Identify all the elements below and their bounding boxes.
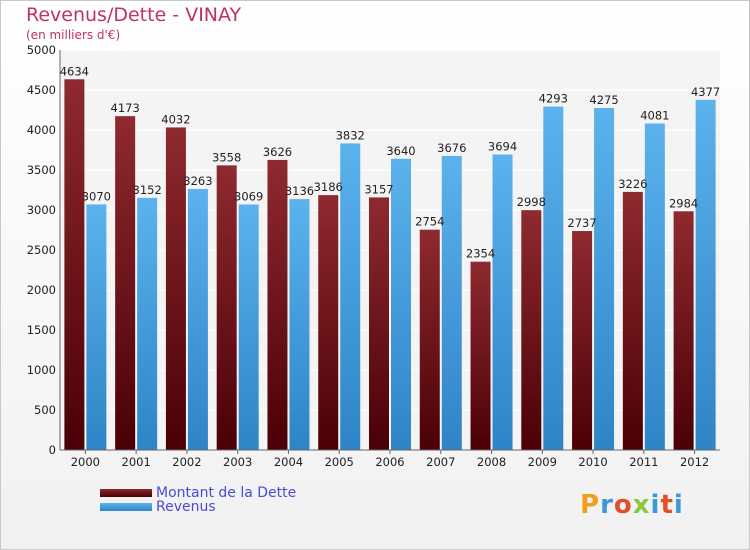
- x-tick-label: 2012: [680, 455, 709, 469]
- data-label-debt: 3157: [364, 182, 393, 196]
- y-tick-label: 0: [49, 443, 56, 457]
- x-tick-label: 2009: [528, 455, 557, 469]
- logo-letter: i: [673, 490, 684, 520]
- legend-item-debt: Montant de la Dette: [100, 485, 297, 501]
- data-label-revenus: 4377: [691, 85, 720, 99]
- data-label-debt: 4032: [161, 112, 190, 126]
- bar-revenus: [289, 199, 310, 450]
- y-tick-label: 1000: [27, 363, 56, 377]
- chart-title: Revenus/Dette - VINAY: [26, 4, 242, 26]
- x-tick-label: 2000: [71, 455, 100, 469]
- y-tick-label: 1500: [27, 323, 56, 337]
- y-tick-label: 3500: [27, 163, 56, 177]
- bar-debt: [622, 191, 643, 451]
- bar-revenus: [594, 108, 615, 450]
- x-tick-label: 2008: [477, 455, 506, 469]
- x-tick-label: 2003: [223, 455, 252, 469]
- y-tick-label: 3000: [27, 203, 56, 217]
- data-label-debt: 2754: [415, 215, 444, 229]
- x-tick-label: 2010: [578, 455, 607, 469]
- y-tick-label: 2000: [27, 283, 56, 297]
- logo-letter: P: [580, 490, 601, 520]
- bar-debt: [318, 195, 339, 450]
- x-tick-label: 2002: [172, 455, 201, 469]
- bar-revenus: [238, 204, 259, 450]
- bar-revenus: [187, 188, 208, 450]
- data-label-debt: 3186: [314, 180, 343, 194]
- y-tick-label: 500: [34, 403, 56, 417]
- data-label-debt: 2998: [517, 195, 546, 209]
- logo-letter: o: [613, 490, 633, 520]
- grid: [60, 49, 720, 451]
- bar-debt: [521, 210, 542, 450]
- data-label-revenus: 3676: [437, 141, 466, 155]
- bar-debt: [64, 79, 85, 450]
- data-label-revenus: 4293: [539, 92, 568, 106]
- logo-letter: i: [650, 490, 661, 520]
- legend-swatch-revenus: [100, 503, 152, 511]
- legend-label-revenus: Revenus: [156, 499, 216, 515]
- logo-letter: x: [632, 490, 651, 520]
- bar-revenus: [137, 197, 158, 450]
- data-label-debt: 2354: [466, 247, 495, 261]
- chart-subtitle: (en milliers d'€): [26, 28, 121, 42]
- x-tick-label: 2011: [629, 455, 658, 469]
- bar-revenus: [492, 154, 513, 451]
- x-tick-label: 2001: [122, 455, 151, 469]
- bar-debt: [572, 231, 593, 450]
- axes: 0 500 1000 1500 2000 2500 3000 3500 4000 4500 5000…: [27, 43, 720, 469]
- x-tick-label: 2004: [274, 455, 303, 469]
- x-tick-label: 2005: [325, 455, 354, 469]
- data-label-revenus: 4275: [589, 93, 618, 107]
- data-label-revenus: 3694: [488, 139, 517, 153]
- data-label-debt: 2737: [567, 216, 596, 230]
- data-label-debt: 4634: [60, 64, 89, 78]
- data-label-debt: 3226: [618, 177, 647, 191]
- logo-letter: r: [600, 490, 614, 520]
- data-label-revenus: 3070: [82, 189, 111, 203]
- proxiti-logo: Proxiti: [580, 490, 684, 520]
- legend: Montant de la Dette Revenus: [100, 485, 297, 515]
- data-label-debt: 2984: [669, 196, 698, 210]
- data-label-revenus: 3640: [386, 144, 415, 158]
- legend-swatch-debt: [100, 489, 152, 497]
- data-label-debt: 4173: [111, 101, 140, 115]
- bar-revenus: [86, 204, 107, 450]
- x-tick-label: 2007: [426, 455, 455, 469]
- data-label-revenus: 3832: [336, 128, 365, 142]
- y-tick-label: 5000: [27, 43, 56, 57]
- y-tick-label: 4500: [27, 83, 56, 97]
- bar-debt: [470, 261, 491, 450]
- bar-revenus: [391, 158, 411, 451]
- y-tick-label: 4000: [27, 123, 56, 137]
- logo-letter: t: [660, 490, 674, 520]
- bar-debt: [115, 116, 136, 450]
- legend-item-revenus: Revenus: [100, 499, 296, 515]
- bar-debt: [267, 159, 288, 451]
- data-label-revenus: 3152: [133, 183, 162, 197]
- legend-label-debt: Montant de la Dette: [156, 485, 297, 501]
- x-tick-label: 2006: [375, 455, 404, 469]
- bar-revenus: [543, 106, 564, 450]
- bar-revenus: [695, 99, 716, 450]
- data-label-debt: 3626: [263, 145, 292, 159]
- data-label-debt: 3558: [212, 150, 241, 164]
- bars: [64, 79, 716, 451]
- data-label-revenus: 3263: [183, 174, 212, 188]
- bar-revenus: [340, 143, 361, 450]
- bar-debt: [419, 229, 440, 450]
- bar-revenus: [441, 155, 462, 451]
- bar-debt: [216, 165, 237, 451]
- bar-debt: [673, 211, 694, 450]
- y-tick-label: 2500: [27, 243, 56, 257]
- data-label-revenus: 3136: [285, 184, 314, 198]
- bar-debt: [165, 127, 186, 450]
- bar-debt: [369, 197, 389, 450]
- data-label-revenus: 4081: [640, 109, 669, 123]
- bar-revenus: [644, 123, 665, 451]
- data-label-revenus: 3069: [234, 189, 263, 203]
